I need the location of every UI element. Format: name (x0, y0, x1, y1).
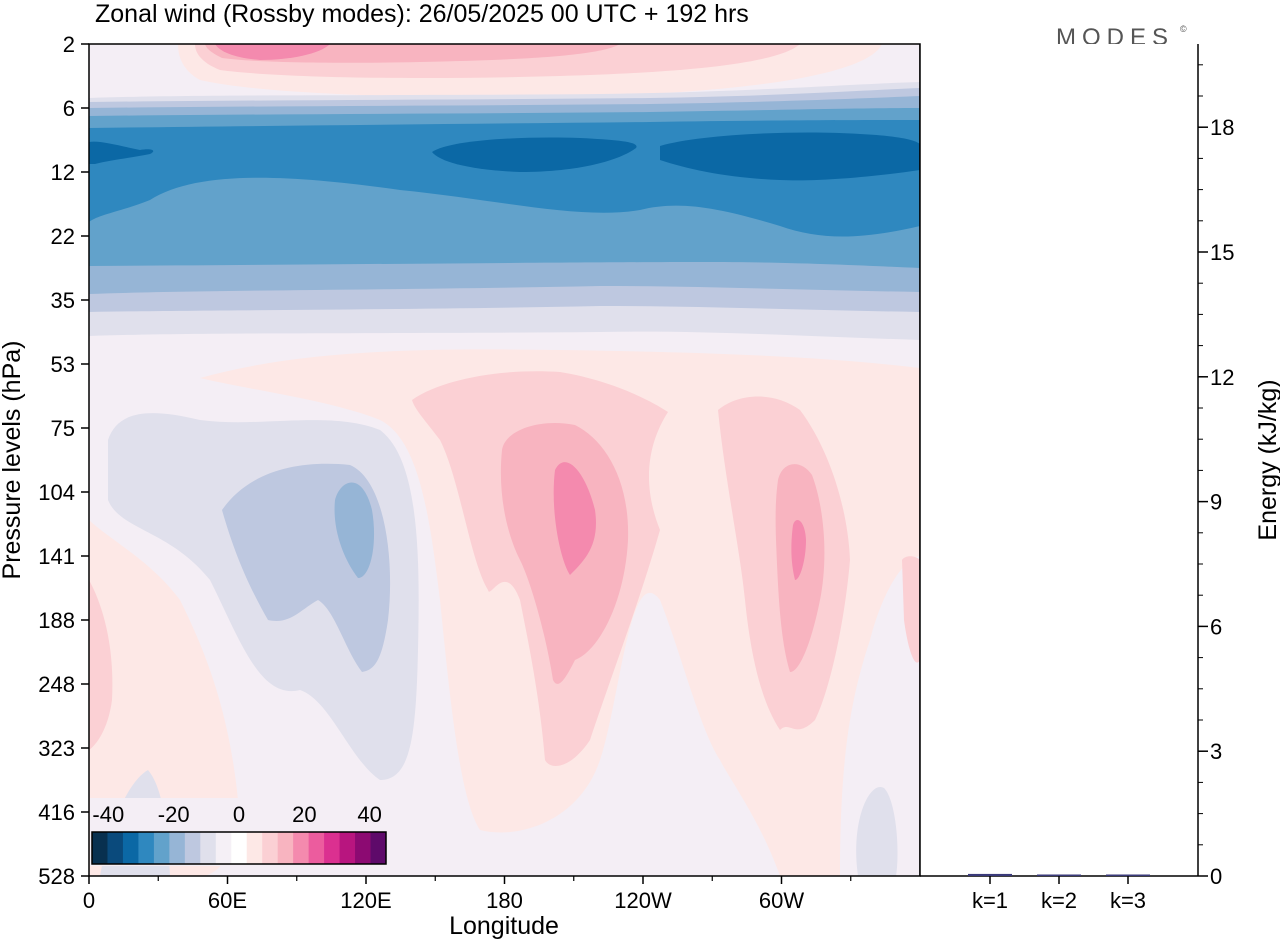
y-tick-label: 12 (51, 160, 75, 185)
x-tick-label: 120E (340, 888, 391, 913)
colorbar-swatch (184, 832, 201, 864)
energy-category-label: k=1 (972, 888, 1008, 913)
contour-easterly-jet-core-right (660, 132, 920, 181)
colorbar-swatch (215, 832, 232, 864)
contour-westerly-lowerleft (89, 520, 239, 876)
contour-easterly-core (334, 482, 375, 578)
energy-bar (1106, 874, 1150, 876)
colorbar-swatch (153, 832, 170, 864)
contour-strat-westerly-core (215, 44, 330, 60)
contour-easterly-jet-core-mid (432, 137, 637, 172)
y-tick-label: 53 (51, 352, 75, 377)
y-tick-label: 35 (51, 288, 75, 313)
contour-westerly-lobe-a-core (553, 462, 596, 575)
contour-westerly-lowerleft-inner (89, 580, 113, 750)
colorbar-swatch (339, 832, 356, 864)
colorbar-swatch (308, 832, 325, 864)
contour-easterly-lower (856, 786, 898, 876)
colorbar-swatch (370, 832, 387, 864)
y-tick-label: 188 (38, 608, 75, 633)
energy-tick-label: 12 (1210, 365, 1234, 390)
colorbar-swatch (138, 832, 155, 864)
colorbar-swatch (107, 832, 124, 864)
energy-category-label: k=2 (1041, 888, 1077, 913)
y-tick-label: 323 (38, 736, 75, 761)
y-tick-label: 141 (38, 544, 75, 569)
logo-copyright-mark: © (1180, 24, 1193, 34)
energy-axis-title: Energy (kJ/kg) (1254, 379, 1280, 540)
colorbar-tick-label: -40 (92, 802, 124, 827)
y-tick-label: 528 (38, 864, 75, 889)
x-tick-label: 180 (486, 888, 523, 913)
contour-field (89, 44, 920, 876)
energy-tick-label: 9 (1210, 490, 1222, 515)
colorbar-swatch (324, 832, 341, 864)
colorbar-swatch (200, 832, 217, 864)
chart-title: Zonal wind (Rossby modes): 26/05/2025 00… (95, 0, 749, 28)
y-axis-title: Pressure levels (hPa) (0, 341, 26, 580)
y-tick-label: 2 (63, 32, 75, 57)
x-tick-label: 0 (83, 888, 95, 913)
contour-westerly-lobe-b-core (791, 520, 806, 580)
colorbar-swatch (122, 832, 139, 864)
energy-bar (1037, 874, 1081, 876)
energy-panel: 0 3 6 9 12 15 18 k=1 k=2 k=3 (919, 44, 1234, 913)
colorbar-tick-label: 20 (292, 802, 316, 827)
colorbar-frame (91, 831, 387, 865)
colorbar-swatch (169, 832, 186, 864)
y-tick-label: 416 (38, 800, 75, 825)
x-tick-label: 120W (614, 888, 672, 913)
colorbar-swatch (277, 832, 294, 864)
contour-westerly-right-edge (902, 556, 920, 663)
y-tick-label: 6 (63, 96, 75, 121)
colorbar: -40 -20 0 20 40 (90, 798, 388, 866)
energy-tick-label: 15 (1210, 240, 1234, 265)
colorbar-swatch (92, 832, 108, 864)
colorbar-swatch (293, 832, 310, 864)
energy-bar (968, 873, 1012, 876)
contour-easterly-jet-core-left (89, 141, 154, 164)
x-tick-label: 60W (759, 888, 804, 913)
colorbar-swatch (231, 832, 248, 864)
energy-panel-bg (920, 44, 1198, 876)
colorbar-swatch (355, 832, 372, 864)
colorbar-swatch (246, 832, 263, 864)
colorbar-swatch (262, 832, 279, 864)
longitude-axis: 0 60E 120E 180 120W 60W (83, 876, 852, 913)
energy-tick-label: 3 (1210, 739, 1222, 764)
pressure-axis: 2 6 12 22 35 53 75 104 141 188 248 323 416 528 (38, 32, 89, 889)
colorbar-tick-label: -20 (158, 802, 190, 827)
energy-category-label: k=3 (1110, 888, 1146, 913)
colorbar-tick-label: 0 (233, 802, 245, 827)
y-tick-label: 248 (38, 672, 75, 697)
y-tick-label: 104 (38, 480, 75, 505)
colorbar-tick-label: 40 (357, 802, 381, 827)
y-tick-label: 75 (51, 416, 75, 441)
energy-tick-label: 6 (1210, 614, 1222, 639)
energy-tick-label: 0 (1210, 864, 1222, 889)
x-axis-title: Longitude (449, 912, 559, 940)
y-tick-label: 22 (51, 224, 75, 249)
energy-tick-label: 18 (1210, 115, 1234, 140)
x-tick-label: 60E (208, 888, 247, 913)
